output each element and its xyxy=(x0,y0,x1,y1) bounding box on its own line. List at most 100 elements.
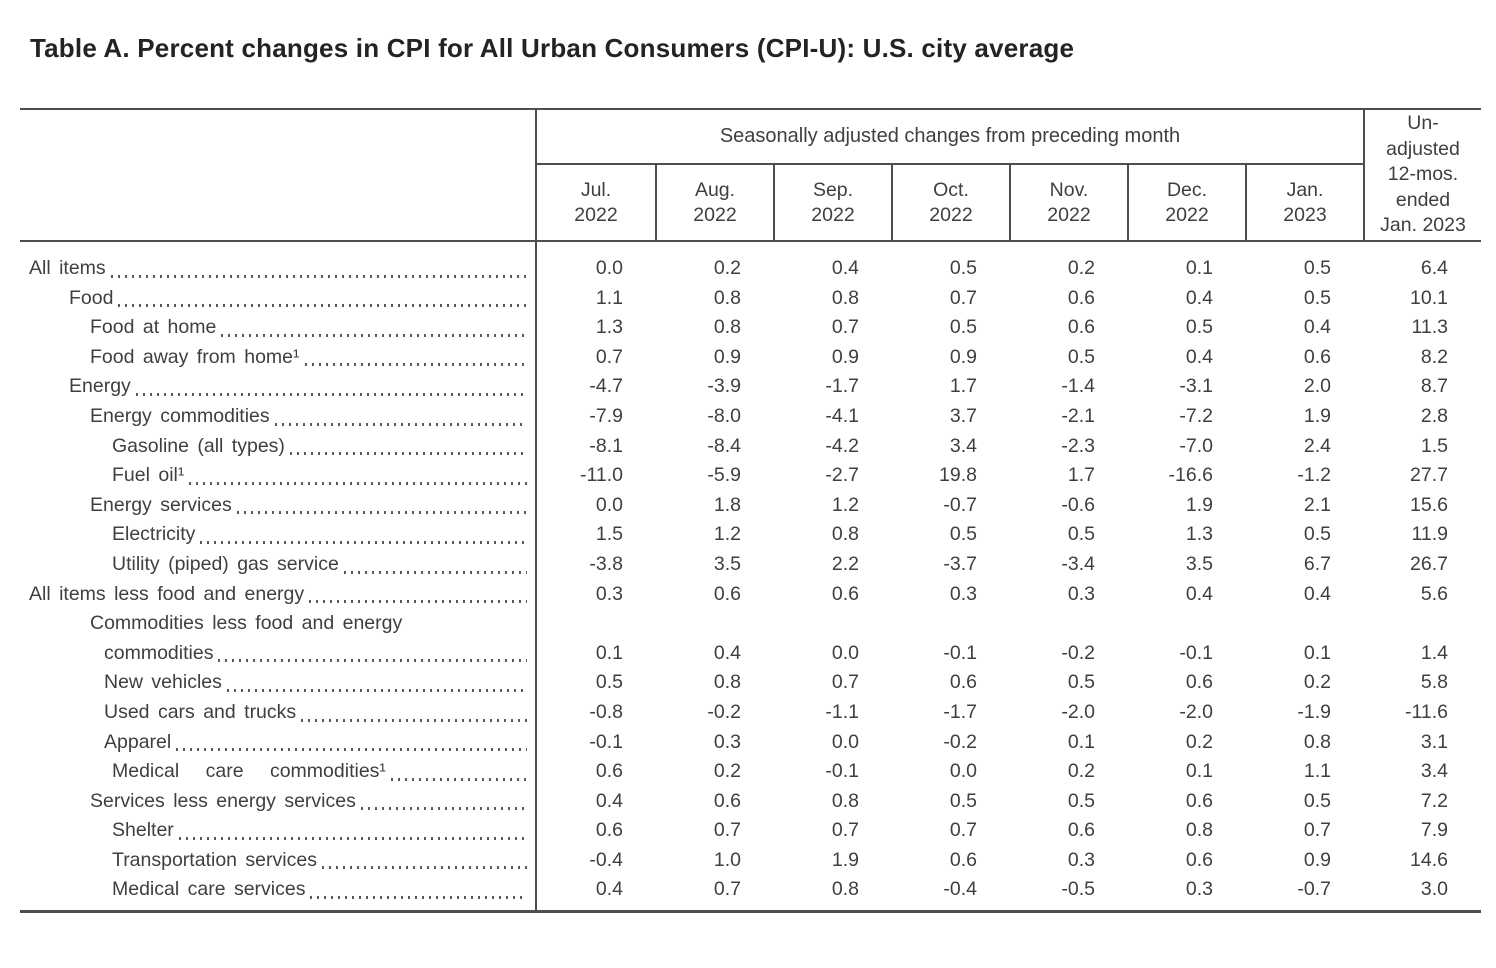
value-cell: -8.0 xyxy=(707,404,741,427)
value-cell: 0.8 xyxy=(831,789,859,812)
value-cell: 0.5 xyxy=(949,789,977,812)
value-cell: 0.6 xyxy=(713,582,741,605)
value-cell: -1.7 xyxy=(825,375,859,398)
dot-leader xyxy=(110,274,527,278)
row-label-cell: Apparel xyxy=(20,728,537,758)
month-name: Dec. xyxy=(1166,178,1208,201)
row-label: Electricity xyxy=(112,523,196,546)
table-row: Energy -4.7 -3.9 -1.7 1.7 -1.4 -3.1 2.0 8.7 xyxy=(20,372,1481,402)
row-label: New vehicles xyxy=(104,671,222,694)
row-label-line: commodities xyxy=(20,639,530,669)
stub-header-cell xyxy=(20,110,537,240)
value-cell: 8.7 xyxy=(1420,375,1448,398)
value-cell: 1.2 xyxy=(831,493,859,516)
row-label-line: Food at home xyxy=(20,313,530,343)
value-cell: 7.9 xyxy=(1420,819,1448,842)
unadjusted-header-line: ended xyxy=(1395,188,1451,211)
page-title: Table A. Percent changes in CPI for All … xyxy=(30,33,1075,63)
stub-divider-line xyxy=(535,110,537,910)
dot-leader xyxy=(226,688,527,692)
table-row: Apparel -0.1 0.3 0.0 -0.2 0.1 0.2 0.8 3.1 xyxy=(20,728,1481,758)
value-cell: 1.5 xyxy=(1420,434,1448,457)
value-cell: -2.7 xyxy=(825,464,859,487)
row-label-cell: New vehicles xyxy=(20,668,537,698)
value-cell: 0.8 xyxy=(831,286,859,309)
value-cell: 11.9 xyxy=(1411,523,1448,546)
row-label-cell: Gasoline (all types) xyxy=(20,432,537,462)
value-cell: -11.0 xyxy=(580,464,623,487)
dot-leader xyxy=(321,866,527,870)
month-name: Jul. xyxy=(580,178,612,201)
value-cell: 0.7 xyxy=(713,878,741,901)
month-year: 2022 xyxy=(811,203,855,226)
value-cell: 1.3 xyxy=(595,316,623,339)
value-cell: 0.4 xyxy=(1185,582,1213,605)
dot-leader xyxy=(289,452,527,456)
value-cell: 0.7 xyxy=(949,286,977,309)
dot-leader xyxy=(218,659,527,663)
value-cell: -0.5 xyxy=(1061,878,1095,901)
value-cell: -0.8 xyxy=(589,700,623,723)
value-cell: -2.1 xyxy=(1061,404,1095,427)
row-label: Commodities less food and energy xyxy=(90,612,403,635)
value-cell: -1.4 xyxy=(1061,375,1095,398)
row-label-line: Services less energy services xyxy=(20,787,530,817)
dot-leader xyxy=(390,777,527,781)
value-cell: 0.9 xyxy=(831,345,859,368)
value-cell: 2.8 xyxy=(1420,404,1448,427)
value-cell: 1.9 xyxy=(1303,404,1331,427)
row-label: Energy services xyxy=(90,493,232,516)
row-label-line: Used cars and trucks xyxy=(20,698,530,728)
dot-leader xyxy=(189,481,527,485)
value-cell: 0.7 xyxy=(1303,819,1331,842)
cpi-table: Seasonally adjusted changes from precedi… xyxy=(20,108,1481,913)
table-row: Medical care services 0.4 0.7 0.8 -0.4 -0.5 0.… xyxy=(20,875,1481,905)
value-cell: -1.9 xyxy=(1297,700,1331,723)
value-cell: -0.7 xyxy=(943,493,977,516)
row-label-line: Energy xyxy=(20,372,530,402)
row-label-cell: Food at home xyxy=(20,313,537,343)
month-header-jul-2022: Jul. 2022 xyxy=(537,165,655,240)
row-label-line: Food away from home¹ xyxy=(20,343,530,373)
value-cell: -2.0 xyxy=(1061,700,1095,723)
value-cell: 1.3 xyxy=(1185,523,1213,546)
value-cell: 1.2 xyxy=(713,523,741,546)
row-label-line: Gasoline (all types) xyxy=(20,432,530,462)
value-cell: 3.4 xyxy=(949,434,977,457)
value-cell: 0.4 xyxy=(595,878,623,901)
dot-leader xyxy=(200,540,527,544)
month-name: Sep. xyxy=(812,178,854,201)
table-row: Energy services 0.0 1.8 1.2 -0.7 -0.6 1.9 2.1 15… xyxy=(20,491,1481,521)
table-row: Gasoline (all types) -8.1 -8.4 -4.2 3.4 -2.3 -… xyxy=(20,432,1481,462)
value-cell: 0.2 xyxy=(1185,730,1213,753)
value-cell: 0.0 xyxy=(831,641,859,664)
table-row: New vehicles 0.5 0.8 0.7 0.6 0.5 0.6 0.2 5.8 xyxy=(20,668,1481,698)
value-cell: -0.2 xyxy=(707,700,741,723)
unadjusted-header-line: adjusted xyxy=(1386,137,1460,160)
value-cell: -4.7 xyxy=(589,375,623,398)
value-cell: -0.1 xyxy=(589,730,623,753)
month-header-sep-2022: Sep. 2022 xyxy=(773,165,891,240)
value-cell: -0.1 xyxy=(1179,641,1213,664)
value-cell: -3.1 xyxy=(1179,375,1213,398)
value-cell: -0.1 xyxy=(825,760,859,783)
dot-leader xyxy=(301,718,527,722)
value-cell: -0.4 xyxy=(589,848,623,871)
value-cell: 6.7 xyxy=(1303,552,1331,575)
value-cell: 10.1 xyxy=(1410,286,1448,309)
table-row: Medical care commodities¹ 0.6 0.2 -0.1 0.0 0.… xyxy=(20,757,1481,787)
value-cell: 19.8 xyxy=(939,464,977,487)
month-year: 2022 xyxy=(929,203,973,226)
value-cell: 0.7 xyxy=(831,819,859,842)
unadjusted-header-line: Jan. 2023 xyxy=(1380,214,1466,237)
value-cell: 0.8 xyxy=(831,523,859,546)
value-cell: 26.7 xyxy=(1410,552,1448,575)
value-cell: 0.6 xyxy=(831,582,859,605)
row-label-line: All items xyxy=(20,254,530,284)
value-cell: 7.2 xyxy=(1420,789,1448,812)
row-label-cell: All items less food and energy xyxy=(20,580,537,610)
month-year: 2022 xyxy=(574,203,618,226)
value-cell: 0.3 xyxy=(949,582,977,605)
row-label-line: Food xyxy=(20,284,530,314)
value-cell: -2.3 xyxy=(1061,434,1095,457)
